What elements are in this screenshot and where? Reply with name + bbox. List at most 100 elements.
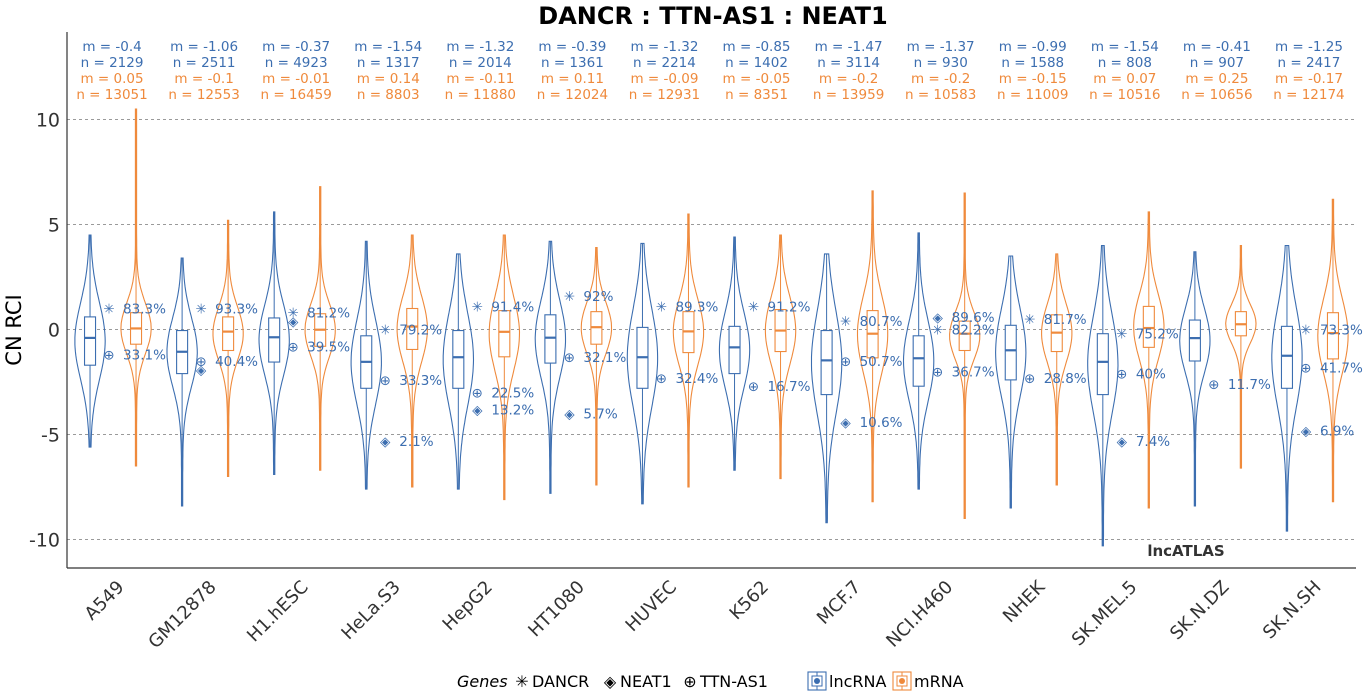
stat-mrna-median: m = -0.2 (819, 71, 878, 87)
stat-mrna-median: m = -0.17 (1275, 71, 1343, 87)
mrna-box (1142, 305, 1155, 348)
mrna-box (222, 316, 235, 352)
lncrna-violin-group (534, 240, 567, 494)
dancr-marker: ✳ (1116, 327, 1127, 343)
ttn-as1-percent-label: 33.1% (123, 348, 166, 364)
grid-lines (67, 119, 1356, 540)
stat-lnc-count: n = 2417 (1278, 55, 1341, 71)
dancr-percent-label: 75.2% (1136, 327, 1179, 343)
y-tick-label: -5 (41, 425, 60, 447)
ttn-as1-marker: ⊕ (288, 339, 299, 355)
ttn-as1-percent-label: 40.4% (215, 354, 258, 370)
mrna-violin-group (949, 192, 981, 520)
neat1-percent-label: 13.2% (491, 402, 534, 418)
lncrna-violin-group (1179, 251, 1211, 507)
dancr-marker: ✳ (1024, 312, 1035, 328)
mrna-box (498, 310, 511, 358)
neat1-marker: ◈ (1301, 423, 1312, 439)
stat-mrna-median: m = 0.25 (1185, 71, 1248, 87)
stat-lnc-count: n = 808 (1098, 55, 1152, 71)
x-tick-label: NCI.H460 (882, 577, 957, 652)
stat-mrna-count: n = 12174 (1273, 87, 1344, 103)
stat-lnc-median: m = -1.25 (1275, 39, 1343, 55)
x-tick-label: HeLa.S3 (337, 577, 404, 644)
lncrna-violin-group (1271, 244, 1303, 532)
stat-lnc-median: m = -0.41 (1183, 39, 1251, 55)
neat1-marker: ◈ (564, 407, 575, 423)
dancr-percent-label: 91.2% (768, 299, 811, 315)
stat-lnc-count: n = 2214 (633, 55, 696, 71)
mrna-violin-group (672, 213, 705, 488)
dancr-legend-icon: ✳ (515, 672, 528, 691)
stat-lnc-count: n = 1361 (541, 55, 604, 71)
stat-lnc-median: m = -0.99 (999, 39, 1067, 55)
stat-lnc-median: m = -1.47 (815, 39, 883, 55)
stat-mrna-count: n = 10516 (1089, 87, 1160, 103)
x-tick-label: GM12878 (144, 577, 220, 653)
dancr-percent-label: 83.3% (123, 302, 166, 318)
dancr-percent-label: 92% (583, 289, 613, 305)
stat-lnc-count: n = 907 (1190, 55, 1244, 71)
ttn-as1-marker: ⊕ (1300, 360, 1311, 376)
lncrna-box (820, 329, 833, 396)
stat-lnc-median: m = -0.85 (723, 39, 791, 55)
lncrna-violin-group (995, 255, 1027, 509)
legend-item-lncrna: lncRNA (829, 672, 886, 691)
lncrna-box (1096, 333, 1109, 396)
ttn-as1-marker: ⊕ (103, 348, 114, 364)
stat-lnc-count: n = 2129 (81, 55, 144, 71)
legend-item-ttn-as1: TTN-AS1 (699, 672, 768, 691)
stat-mrna-count: n = 8803 (357, 87, 420, 103)
ttn-as1-percent-label: 40% (1136, 367, 1166, 383)
ttn-as1-percent-label: 11.7% (1228, 377, 1271, 393)
lncrna-box (1188, 319, 1201, 362)
dancr-marker: ✳ (472, 299, 483, 315)
ttn-as1-marker: ⊕ (840, 354, 851, 370)
lncrna-box (1004, 324, 1017, 381)
neat1-marker: ◈ (932, 310, 943, 326)
stat-mrna-median: m = -0.05 (723, 71, 791, 87)
x-axis-ticks: A549 GM12878 H1.hESC HeLa.S3 HepG2 HT1080 HUVE… (81, 576, 1326, 653)
y-axis-label: CN RCI (2, 294, 26, 365)
ttn-as1-percent-label: 28.8% (1044, 371, 1087, 387)
neat1-legend-icon: ◈ (604, 672, 617, 691)
ttn-as1-marker: ⊕ (748, 379, 759, 395)
neat1-percent-label: 10.6% (860, 415, 903, 431)
neat1-percent-label: 89.6% (952, 310, 995, 326)
lncrna-box (544, 314, 557, 364)
stat-lnc-median: m = -1.37 (907, 39, 975, 55)
ttn-as1-percent-label: 39.5% (307, 339, 350, 355)
stat-mrna-median: m = -0.15 (999, 71, 1067, 87)
lncrna-violin-group (718, 236, 751, 471)
ttn-as1-marker: ⊕ (472, 386, 483, 402)
stat-lnc-count: n = 2014 (449, 55, 512, 71)
dancr-percent-label: 89.3% (675, 299, 718, 315)
ttn-as1-marker: ⊕ (1024, 371, 1035, 387)
stat-lnc-count: n = 1588 (1001, 55, 1064, 71)
stat-lnc-median: m = -1.54 (354, 39, 422, 55)
mrna-violin-group (212, 219, 244, 478)
mrna-violin-group (304, 186, 336, 471)
lncrna-box (1280, 325, 1294, 389)
mrna-box (1326, 312, 1340, 360)
dancr-marker: ✳ (564, 289, 575, 305)
stat-lnc-median: m = -0.4 (82, 39, 141, 55)
neat1-marker: ◈ (380, 434, 391, 450)
dancr-marker: ✳ (656, 299, 667, 315)
ttn-as1-percent-label: 33.3% (399, 373, 442, 389)
ttn-as1-marker: ⊕ (564, 350, 575, 366)
y-tick-label: 5 (48, 215, 60, 237)
x-tick-label: H1.hESC (243, 577, 313, 647)
ttn-as1-percent-label: 22.5% (491, 386, 534, 402)
ttn-as1-percent-label: 50.7% (860, 354, 903, 370)
dancr-marker: ✳ (380, 323, 391, 339)
legend-swatch-dot (899, 678, 905, 684)
stat-lnc-median: m = -0.37 (262, 39, 330, 55)
legend-swatch-dot (814, 678, 820, 684)
dancr-percent-label: 82.2% (952, 323, 995, 339)
ttn-as1-percent-label: 32.1% (583, 350, 626, 366)
y-tick-label: -10 (29, 530, 60, 552)
dancr-marker: ✳ (288, 306, 299, 322)
stat-mrna-median: m = 0.11 (541, 71, 604, 87)
dancr-marker: ✳ (103, 302, 114, 318)
